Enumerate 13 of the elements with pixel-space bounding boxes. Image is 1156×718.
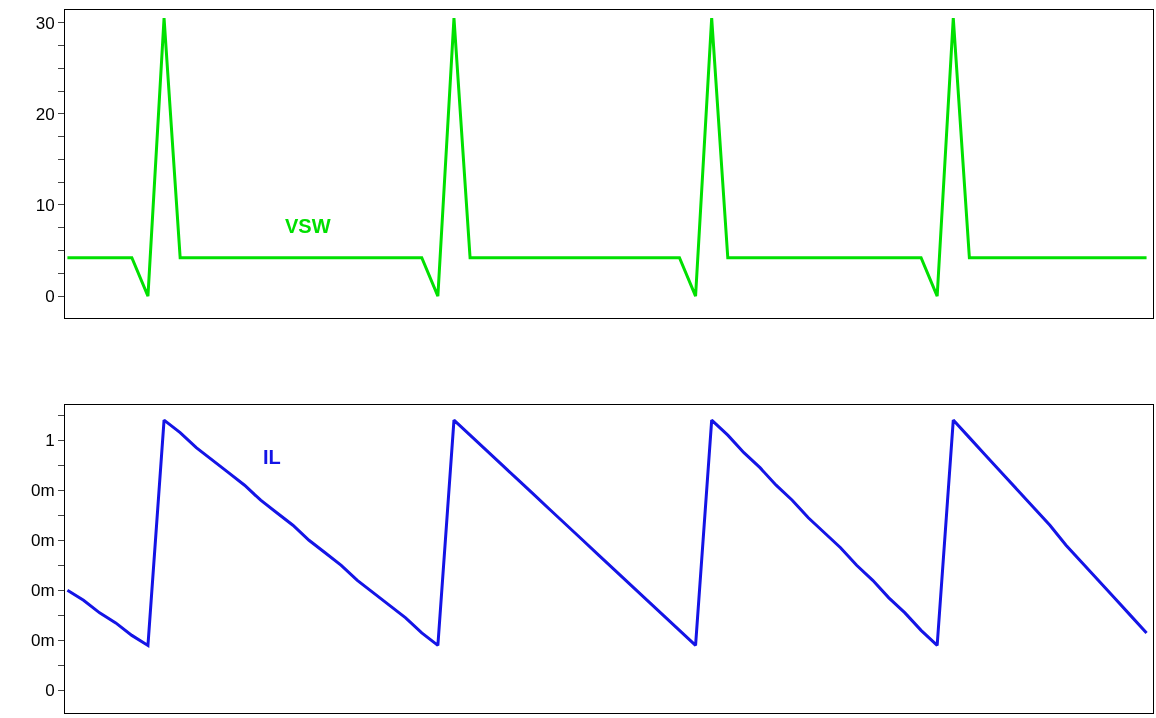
series-label: IL	[263, 446, 281, 468]
y-tick-label: 1	[45, 431, 55, 451]
y-tick-label: 0m	[30, 481, 55, 501]
y-tick-label: 30	[35, 13, 55, 33]
y-tick-label: 10	[35, 195, 55, 215]
y-tick-label: 0m	[30, 581, 55, 601]
y-tick-label: 20	[35, 104, 55, 124]
series-label: VSW	[285, 215, 331, 237]
y-tick-label: 0m	[30, 531, 55, 551]
y-tick-label: 0	[45, 681, 55, 701]
y-tick-label: 0m	[30, 631, 55, 651]
y-tick-label: 0	[45, 287, 55, 306]
line-series	[65, 418, 1149, 647]
